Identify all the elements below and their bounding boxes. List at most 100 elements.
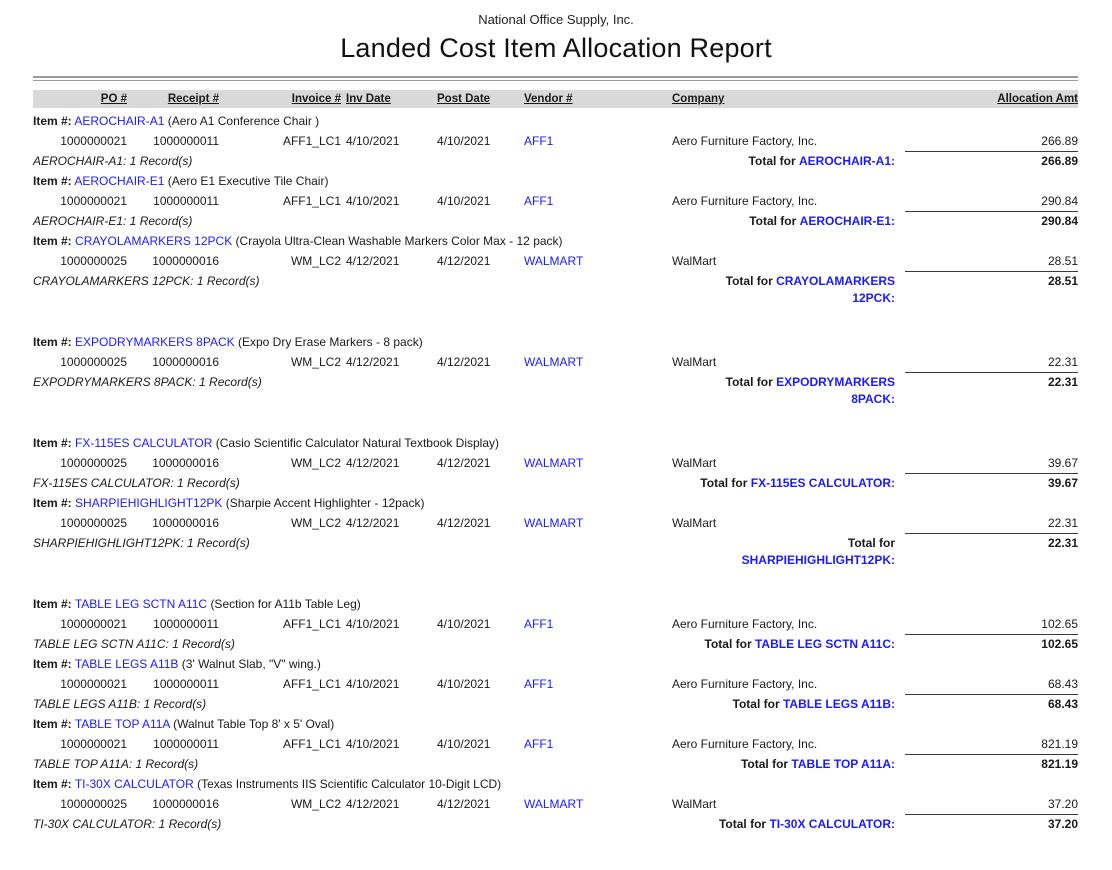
- item-number-label: Item #:: [33, 234, 72, 248]
- post-date: 4/12/2021: [437, 456, 491, 470]
- item-header-line: Item #: SHARPIEHIGHLIGHT12PK (Sharpie Ac…: [33, 493, 1078, 513]
- group-footer: EXPODRYMARKERS 8PACK: 1 Record(s) Total …: [33, 372, 1078, 407]
- post-date: 4/10/2021: [437, 677, 491, 691]
- receipt-number: 1000000011: [153, 617, 219, 631]
- vendor-company-name: WalMart: [672, 456, 717, 470]
- vendor-code-link[interactable]: AFF1: [524, 194, 554, 208]
- record-count: EXPODRYMARKERS 8PACK: 1 Record(s): [33, 375, 262, 389]
- total-item-code: AEROCHAIR-A1:: [799, 154, 895, 168]
- column-header-po: PO #: [100, 93, 127, 105]
- item-code-link[interactable]: SHARPIEHIGHLIGHT12PK: [75, 496, 223, 510]
- total-item-code: CRAYOLAMARKERS: [776, 274, 895, 288]
- item-description: (Section for A11b Table Leg): [210, 597, 361, 611]
- receipt-number: 1000000016: [152, 254, 219, 268]
- vendor-code-link[interactable]: WALMART: [524, 254, 584, 268]
- invoice-number: WM_LC2: [290, 456, 341, 470]
- allocation-amount: 102.65: [1041, 617, 1078, 631]
- total-label: Total for TABLE LEG SCTN A11C:: [705, 634, 905, 654]
- column-header-inv-date: Inv Date: [346, 93, 391, 105]
- total-label: Total for EXPODRYMARKERS 8PACK:: [726, 372, 905, 407]
- item-description: (Sharpie Accent Highlighter - 12pack): [225, 496, 425, 510]
- table-row: 1000000025 1000000016 WM_LC2 4/12/2021 4…: [33, 453, 1078, 473]
- item-group: Item #: SHARPIEHIGHLIGHT12PK (Sharpie Ac…: [33, 493, 1078, 568]
- item-code-link[interactable]: TI-30X CALCULATOR: [74, 777, 194, 791]
- vendor-code-link[interactable]: WALMART: [524, 516, 584, 530]
- item-group: Item #: TABLE TOP A11A (Walnut Table Top…: [33, 714, 1078, 774]
- item-header-line: Item #: AEROCHAIR-A1 (Aero A1 Conference…: [33, 111, 1078, 131]
- po-number: 1000000025: [60, 456, 127, 470]
- po-number: 1000000025: [60, 516, 127, 530]
- total-label: Total for SHARPIEHIGHLIGHT12PK:: [742, 533, 905, 568]
- item-header-line: Item #: AEROCHAIR-E1 (Aero E1 Executive …: [33, 171, 1078, 191]
- item-code-link[interactable]: TABLE LEG SCTN A11C: [74, 597, 208, 611]
- item-code-link[interactable]: TABLE LEGS A11B: [74, 657, 179, 671]
- total-item-code: AEROCHAIR-E1:: [799, 214, 895, 228]
- invoice-number: AFF1_LC1: [282, 194, 341, 208]
- item-group: Item #: TI-30X CALCULATOR (Texas Instrum…: [33, 774, 1078, 834]
- vendor-company-name: WalMart: [672, 797, 717, 811]
- table-row: 1000000021 1000000011 AFF1_LC1 4/10/2021…: [33, 674, 1078, 694]
- vendor-code-link[interactable]: WALMART: [524, 456, 584, 470]
- item-code-link[interactable]: FX-115ES CALCULATOR: [75, 436, 213, 450]
- total-for-label: Total for: [700, 476, 748, 490]
- table-row: 1000000025 1000000016 WM_LC2 4/12/2021 4…: [33, 352, 1078, 372]
- allocation-amount: 821.19: [1041, 737, 1078, 751]
- invoice-number: WM_LC2: [290, 797, 341, 811]
- invoice-number: WM_LC2: [290, 516, 341, 530]
- table-row: 1000000025 1000000016 WM_LC2 4/12/2021 4…: [33, 513, 1078, 533]
- item-header-line: Item #: TI-30X CALCULATOR (Texas Instrum…: [33, 774, 1078, 794]
- receipt-number: 1000000011: [153, 194, 219, 208]
- invoice-date: 4/10/2021: [346, 617, 400, 631]
- total-amount: 68.43: [905, 694, 1078, 714]
- receipt-number: 1000000016: [152, 516, 219, 530]
- item-code-link[interactable]: AEROCHAIR-A1: [74, 114, 165, 128]
- total-label: Total for TABLE LEGS A11B:: [733, 694, 905, 714]
- vendor-company-name: Aero Furniture Factory, Inc.: [672, 617, 818, 631]
- item-code-link[interactable]: CRAYOLAMARKERS 12PCK: [75, 234, 233, 248]
- total-amount: 22.31: [905, 372, 1078, 392]
- total-amount: 102.65: [905, 634, 1078, 654]
- item-group: Item #: AEROCHAIR-A1 (Aero A1 Conference…: [33, 111, 1078, 171]
- vendor-code-link[interactable]: AFF1: [524, 134, 554, 148]
- total-item-code-wrap: 12PCK:: [852, 291, 895, 305]
- group-footer: TABLE LEGS A11B: 1 Record(s) Total for T…: [33, 694, 1078, 714]
- total-item-code: TI-30X CALCULATOR:: [769, 817, 895, 831]
- vendor-code-link[interactable]: WALMART: [524, 355, 584, 369]
- vendor-code-link[interactable]: AFF1: [524, 737, 554, 751]
- item-number-label: Item #:: [33, 777, 72, 791]
- post-date: 4/10/2021: [437, 134, 491, 148]
- item-code-link[interactable]: TABLE TOP A11A: [74, 717, 170, 731]
- receipt-number: 1000000016: [152, 797, 219, 811]
- vendor-code-link[interactable]: AFF1: [524, 617, 554, 631]
- post-date: 4/10/2021: [437, 194, 491, 208]
- total-label: Total for FX-115ES CALCULATOR:: [700, 473, 905, 493]
- post-date: 4/10/2021: [437, 737, 491, 751]
- column-header-allocation-amt: Allocation Amt: [997, 93, 1078, 105]
- post-date: 4/12/2021: [437, 797, 491, 811]
- item-header-line: Item #: TABLE LEG SCTN A11C (Section for…: [33, 594, 1078, 614]
- vendor-code-link[interactable]: WALMART: [524, 797, 584, 811]
- total-for-label: Total for: [704, 637, 752, 651]
- item-header-line: Item #: CRAYOLAMARKERS 12PCK (Crayola Ul…: [33, 231, 1078, 251]
- vendor-company-name: Aero Furniture Factory, Inc.: [672, 134, 818, 148]
- total-for-label: Total for: [749, 214, 797, 228]
- receipt-number: 1000000011: [153, 134, 219, 148]
- table-row: 1000000021 1000000011 AFF1_LC1 4/10/2021…: [33, 191, 1078, 211]
- total-amount: 290.84: [905, 211, 1078, 231]
- total-amount: 821.19: [905, 754, 1078, 774]
- allocation-amount: 22.31: [1047, 516, 1078, 530]
- item-group: Item #: TABLE LEGS A11B (3' Walnut Slab,…: [33, 654, 1078, 714]
- invoice-number: AFF1_LC1: [282, 737, 341, 751]
- invoice-date: 4/10/2021: [346, 737, 400, 751]
- item-description: (Crayola Ultra-Clean Washable Markers Co…: [235, 234, 563, 248]
- vendor-code-link[interactable]: AFF1: [524, 677, 554, 691]
- item-code-link[interactable]: EXPODRYMARKERS 8PACK: [75, 335, 235, 349]
- item-number-label: Item #:: [33, 335, 72, 349]
- item-code-link[interactable]: AEROCHAIR-E1: [74, 174, 165, 188]
- item-number-label: Item #:: [33, 717, 72, 731]
- total-for-label: Total for: [725, 274, 773, 288]
- allocation-amount: 37.20: [1047, 797, 1078, 811]
- column-header-post-date: Post Date: [437, 93, 491, 105]
- group-footer: SHARPIEHIGHLIGHT12PK: 1 Record(s) Total …: [33, 533, 1078, 568]
- table-row: 1000000025 1000000016 WM_LC2 4/12/2021 4…: [33, 251, 1078, 271]
